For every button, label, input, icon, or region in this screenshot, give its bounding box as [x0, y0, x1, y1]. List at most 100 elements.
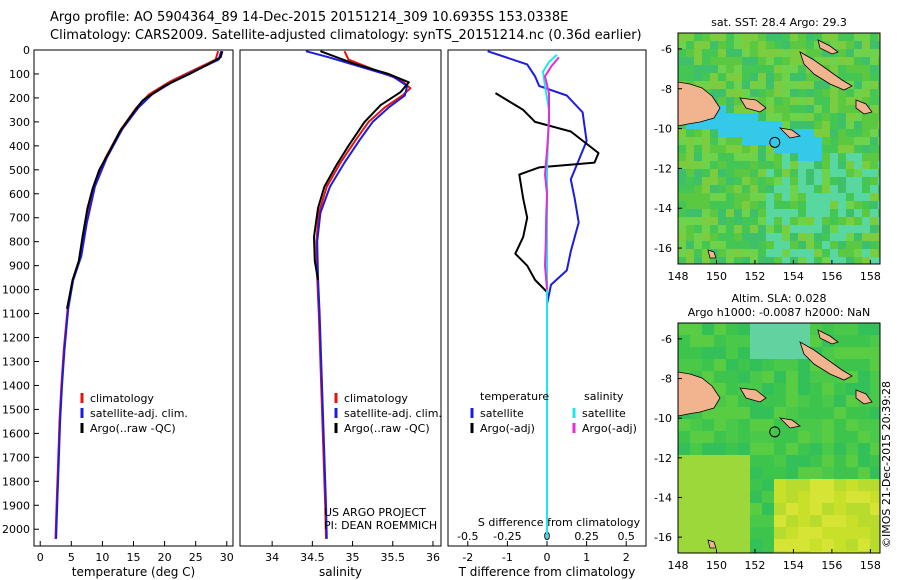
legend-label: satellite: [582, 407, 626, 420]
legend-label: Argo(-adj): [480, 422, 535, 435]
x-tick-label: 25: [189, 551, 203, 564]
depth-tick-label: 1100: [2, 308, 30, 321]
lat-tick-label: -16: [654, 242, 672, 255]
depth-tick-label: 700: [9, 212, 30, 225]
lat-tick-label: -12: [654, 162, 672, 175]
x-tick-label: 2: [623, 551, 630, 564]
series-line-climatology: [54, 50, 220, 539]
lat-tick-label: -10: [654, 123, 672, 136]
sla_map-frame: [677, 322, 881, 554]
sla-map-subtitle: Argo h1000: -0.0087 h2000: NaN: [688, 306, 871, 319]
project-label: US ARGO PROJECT: [324, 506, 426, 519]
lat-tick-label: -6: [661, 43, 672, 56]
depth-tick-label: 1000: [2, 284, 30, 297]
legend-label: Argo(..raw -QC): [90, 422, 176, 435]
x-tick-label: -1: [502, 551, 513, 564]
depth-tick-label: 1200: [2, 332, 30, 345]
lon-tick-label: 152: [744, 270, 765, 283]
series-line-argo-raw-qc-: [313, 50, 410, 281]
series-line-satellite-adj-clim-: [305, 50, 409, 539]
sst_map-land: [677, 39, 873, 259]
lon-tick-label: 158: [860, 270, 881, 283]
lon-tick-label: 148: [668, 559, 689, 572]
x-tick-label: 1: [583, 551, 590, 564]
x-tick-label: 35: [346, 551, 360, 564]
sst-map-title: sat. SST: 28.4 Argo: 29.3: [711, 16, 847, 29]
x-tick-label: 36: [426, 551, 440, 564]
x-tick-label: 15: [127, 551, 141, 564]
differences-xlabel: T difference from climatology: [458, 565, 636, 579]
temperature-frame: [33, 49, 234, 547]
x-tick-label: 10: [95, 551, 109, 564]
depth-tick-label: 1900: [2, 499, 30, 512]
legend-label: climatology: [344, 392, 408, 405]
lon-tick-label: 158: [860, 559, 881, 572]
x-tick-label: -2: [462, 551, 473, 564]
salinity-xlabel: salinity: [319, 565, 362, 579]
argo-position-marker: [769, 136, 781, 148]
series-line-t-satellite: [487, 50, 588, 539]
lon-tick-label: 150: [706, 270, 727, 283]
x-tick-label: 30: [220, 551, 234, 564]
lat-tick-label: -14: [654, 202, 672, 215]
lat-tick-label: -10: [654, 412, 672, 425]
legend-label: satellite-adj. clim.: [90, 407, 188, 420]
top-x-tick-label: -0.25: [493, 530, 521, 543]
depth-tick-label: 2000: [2, 523, 30, 536]
sla_map-field: [678, 323, 880, 553]
series-line-s-argo-adj-: [544, 56, 560, 290]
temperature-xlabel: temperature (deg C): [72, 565, 195, 579]
lat-tick-label: -8: [661, 373, 672, 386]
depth-tick-label: 1700: [2, 451, 30, 464]
lat-tick-label: -16: [654, 531, 672, 544]
lon-tick-label: 148: [668, 270, 689, 283]
x-tick-label: 20: [158, 551, 172, 564]
argo-position-marker: [769, 426, 781, 438]
header-line-2: Climatology: CARS2009. Satellite-adjuste…: [50, 28, 642, 43]
depth-tick-label: 1800: [2, 475, 30, 488]
depth-tick-label: 300: [9, 116, 30, 129]
depth-tick-label: 400: [9, 140, 30, 153]
depth-tick-label: 800: [9, 236, 30, 249]
depth-tick-label: 1300: [2, 355, 30, 368]
legend-label: satellite: [480, 407, 524, 420]
lat-tick-label: -12: [654, 452, 672, 465]
lon-tick-label: 156: [821, 559, 842, 572]
header-line-1: Argo profile: AO 5904364_89 14-Dec-2015 …: [50, 10, 569, 25]
lon-tick-label: 154: [783, 559, 804, 572]
legend-label: climatology: [90, 392, 154, 405]
legend-label: Argo(..raw -QC): [344, 422, 430, 435]
sst_map-frame: [677, 32, 881, 265]
x-tick-label: 35.5: [381, 551, 406, 564]
salinity-frame: [239, 49, 442, 547]
secondary-xlabel: S difference from climatology: [478, 516, 641, 529]
series-line-argo-raw-qc-: [66, 50, 224, 309]
depth-tick-label: 600: [9, 188, 30, 201]
depth-tick-label: 100: [9, 68, 30, 81]
series-line-t-argo-adj-: [494, 92, 600, 293]
lon-tick-label: 156: [821, 270, 842, 283]
top-x-tick-label: 0.5: [617, 530, 635, 543]
depth-tick-label: 1400: [2, 379, 30, 392]
sla-map-title: Altim. SLA: 0.028: [731, 292, 826, 305]
legend-label: Argo(-adj): [582, 422, 637, 435]
x-tick-label: 0: [544, 551, 551, 564]
lon-tick-label: 152: [744, 559, 765, 572]
legend-header-temperature: temperature: [480, 390, 549, 403]
depth-tick-label: 900: [9, 260, 30, 273]
legend-header-salinity: salinity: [584, 390, 624, 403]
top-x-tick-label: 0.25: [574, 530, 599, 543]
lat-tick-label: -6: [661, 333, 672, 346]
x-tick-label: 0: [37, 551, 44, 564]
lat-tick-label: -14: [654, 491, 672, 504]
sst_map-field: [678, 33, 880, 264]
depth-tick-label: 1600: [2, 427, 30, 440]
x-tick-label: 5: [68, 551, 75, 564]
lat-tick-label: -8: [661, 83, 672, 96]
pi-label: PI: DEAN ROEMMICH: [324, 519, 437, 532]
depth-tick-label: 200: [9, 92, 30, 105]
depth-tick-label: 0: [23, 44, 30, 57]
top-x-tick-label: -0.5: [457, 530, 478, 543]
x-tick-label: 34.5: [300, 551, 325, 564]
